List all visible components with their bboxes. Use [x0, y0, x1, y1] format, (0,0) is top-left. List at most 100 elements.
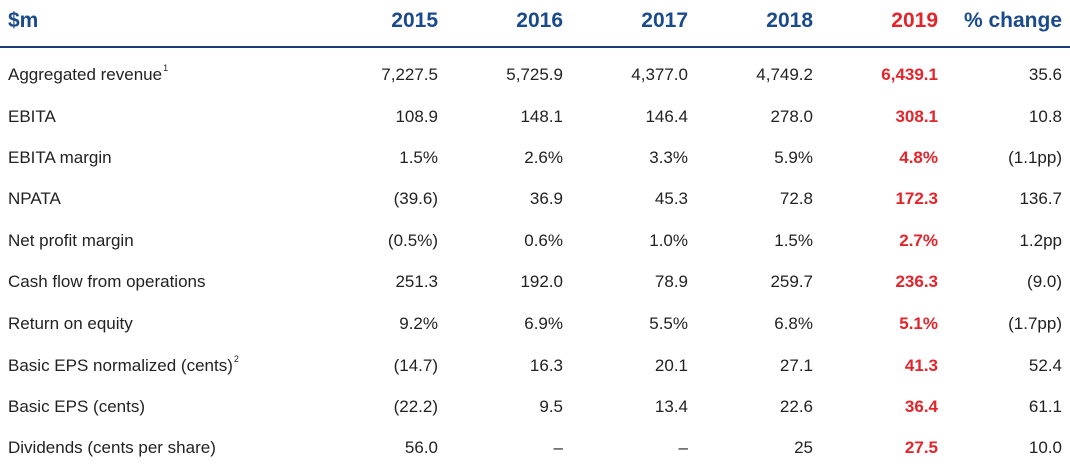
header-year-2019: 2019 — [891, 9, 938, 32]
cell-change: (1.7pp) — [1008, 314, 1062, 333]
cell-value: 0.6% — [524, 231, 563, 250]
cell-value: 41.3 — [904, 356, 938, 375]
cell-value: (39.6) — [393, 189, 438, 208]
cell-value: 13.4 — [654, 397, 688, 416]
row-label: Return on equity — [8, 314, 133, 334]
table-row: EBITA 108.9 148.1 146.4 278.0 308.1 10.8 — [0, 98, 1070, 139]
cell-value: 108.9 — [395, 107, 438, 126]
cell-value: 9.2% — [399, 314, 438, 333]
cell-value: 45.3 — [654, 189, 688, 208]
row-label: Net profit margin — [8, 231, 134, 251]
row-label-text: Cash flow from operations — [8, 272, 206, 291]
cell-value: 4,749.2 — [756, 65, 813, 84]
cell-value: 5.1% — [899, 314, 938, 333]
cell-change: (9.0) — [1027, 272, 1062, 291]
cell-value: 78.9 — [654, 272, 688, 291]
row-label: Dividends (cents per share) — [8, 438, 216, 458]
cell-value: 4.8% — [899, 148, 938, 167]
cell-value: (0.5%) — [387, 231, 438, 250]
cell-value: 236.3 — [895, 272, 938, 291]
header-unit: $m — [8, 9, 39, 32]
cell-value: 2.6% — [524, 148, 563, 167]
cell-change: 10.0 — [1028, 438, 1062, 457]
cell-value: 5.5% — [649, 314, 688, 333]
cell-value: (22.2) — [393, 397, 438, 416]
cell-value: 2.7% — [899, 231, 938, 250]
cell-value: 1.0% — [649, 231, 688, 250]
table-row: Basic EPS normalized (cents)2 (14.7) 16.3 2… — [0, 347, 1070, 388]
table-row: Cash flow from operations 251.3 192.0 78.9 2… — [0, 263, 1070, 304]
cell-value: 172.3 — [895, 189, 938, 208]
header-change: % change — [963, 9, 1062, 32]
cell-value: 25 — [794, 438, 813, 457]
header-year-2015: 2015 — [391, 9, 438, 32]
row-label-text: Basic EPS (cents) — [8, 397, 145, 416]
cell-value: 22.6 — [779, 397, 813, 416]
cell-change: (1.1pp) — [1008, 148, 1062, 167]
row-label-text: Return on equity — [8, 314, 133, 333]
cell-value: (14.7) — [393, 356, 438, 375]
cell-value: 6.8% — [774, 314, 813, 333]
cell-change: 1.2pp — [1019, 231, 1062, 250]
row-label: EBITA — [8, 107, 56, 127]
cell-value: 1.5% — [774, 231, 813, 250]
row-label-text: Net profit margin — [8, 231, 134, 250]
row-label-text: EBITA margin — [8, 148, 112, 167]
header-year-2017: 2017 — [641, 9, 688, 32]
table-row: Return on equity 9.2% 6.9% 5.5% 6.8% 5.1% (1.7… — [0, 305, 1070, 346]
cell-value: 308.1 — [895, 107, 938, 126]
cell-value: 278.0 — [770, 107, 813, 126]
row-label-text: NPATA — [8, 189, 61, 208]
table-row: Dividends (cents per share) 56.0 – – 25 27.5 1… — [0, 429, 1070, 470]
table-row: Net profit margin (0.5%) 0.6% 1.0% 1.5% 2.7% 1… — [0, 222, 1070, 263]
cell-value: 5,725.9 — [506, 65, 563, 84]
header-year-2016: 2016 — [516, 9, 563, 32]
cell-value: 6.9% — [524, 314, 563, 333]
cell-value: 16.3 — [529, 356, 563, 375]
footnote-marker: 1 — [163, 63, 169, 73]
footnote-marker: 2 — [233, 354, 239, 364]
row-label: Aggregated revenue1 — [8, 63, 169, 85]
cell-value: 27.1 — [779, 356, 813, 375]
cell-value: 72.8 — [779, 189, 813, 208]
cell-value: 6,439.1 — [881, 65, 938, 84]
cell-value: – — [553, 438, 563, 457]
table-row: EBITA margin 1.5% 2.6% 3.3% 5.9% 4.8% (1.1pp) — [0, 139, 1070, 180]
cell-value: 5.9% — [774, 148, 813, 167]
cell-value: 36.4 — [904, 397, 938, 416]
cell-value: 146.4 — [645, 107, 688, 126]
cell-change: 52.4 — [1028, 356, 1062, 375]
row-label: Basic EPS (cents) — [8, 397, 145, 417]
cell-value: 7,227.5 — [381, 65, 438, 84]
row-label-text: Aggregated revenue — [8, 65, 163, 84]
table-header: $m 2015 2016 2017 2018 2019 % change — [0, 0, 1070, 48]
row-label-text: Dividends (cents per share) — [8, 438, 216, 457]
cell-value: – — [678, 438, 688, 457]
row-label-text: EBITA — [8, 107, 56, 126]
cell-change: 136.7 — [1019, 189, 1062, 208]
cell-value: 20.1 — [654, 356, 688, 375]
cell-change: 10.8 — [1028, 107, 1062, 126]
row-label-text: Basic EPS normalized (cents) — [8, 356, 233, 375]
row-label: Cash flow from operations — [8, 272, 205, 292]
table-row: Aggregated revenue1 7,227.5 5,725.9 4,377.0… — [0, 56, 1070, 97]
row-label: NPATA — [8, 189, 61, 209]
table-row: Basic EPS (cents) (22.2) 9.5 13.4 22.6 36.4 61… — [0, 388, 1070, 429]
cell-value: 36.9 — [529, 189, 563, 208]
cell-value: 1.5% — [399, 148, 438, 167]
cell-change: 35.6 — [1028, 65, 1062, 84]
row-label: Basic EPS normalized (cents)2 — [8, 354, 239, 376]
cell-value: 251.3 — [395, 272, 438, 291]
cell-value: 3.3% — [649, 148, 688, 167]
cell-value: 259.7 — [770, 272, 813, 291]
row-label: EBITA margin — [8, 148, 112, 168]
table-row: NPATA (39.6) 36.9 45.3 72.8 172.3 136.7 — [0, 180, 1070, 221]
cell-value: 4,377.0 — [631, 65, 688, 84]
header-year-2018: 2018 — [766, 9, 813, 32]
cell-value: 56.0 — [404, 438, 438, 457]
cell-change: 61.1 — [1028, 397, 1062, 416]
cell-value: 192.0 — [520, 272, 563, 291]
cell-value: 27.5 — [904, 438, 938, 457]
cell-value: 9.5 — [539, 397, 563, 416]
